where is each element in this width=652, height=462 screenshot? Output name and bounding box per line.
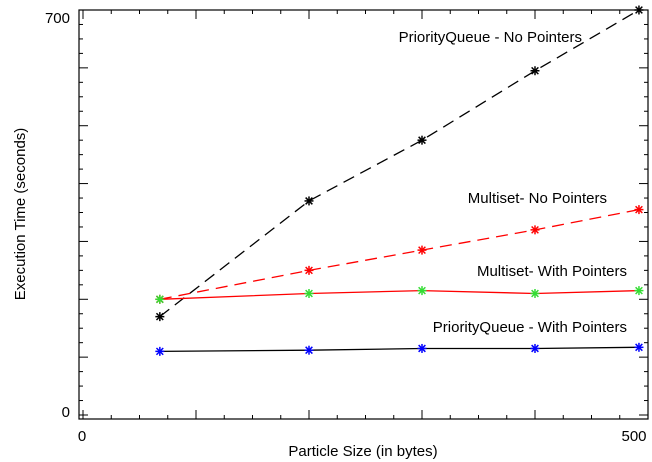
series-0-point-2 (417, 135, 427, 145)
axis-ticks (79, 9, 649, 419)
x-tick-label-0: 0 (78, 428, 86, 445)
series-1-point-4 (634, 205, 644, 215)
series-0-point-0 (155, 312, 165, 322)
series-0-point-1 (304, 196, 314, 206)
series-1-point-1 (304, 265, 314, 275)
y-axis-label: Execution Time (seconds) (12, 128, 29, 301)
plot-frame (78, 9, 649, 420)
series-2-point-2 (417, 286, 427, 296)
series-2-point-4 (634, 286, 644, 296)
x-axis-label: Particle Size (in bytes) (288, 443, 437, 460)
series-lines (159, 9, 640, 353)
series-line-0 (159, 9, 640, 318)
series-2-point-0 (155, 294, 165, 304)
series-label-priorityqueue-no-pointers: PriorityQueue - No Pointers (399, 29, 582, 46)
series-2-point-3 (530, 289, 540, 298)
y-tick-label-0: 0 (62, 404, 70, 421)
series-3-point-2 (417, 343, 427, 353)
y-tick-label-700: 700 (45, 10, 70, 27)
series-1-point-3 (530, 225, 540, 235)
series-2-point-1 (304, 289, 314, 298)
series-label-multiset-with-pointers: Multiset- With Pointers (477, 263, 627, 280)
series-3-point-3 (530, 343, 540, 353)
series-line-2 (159, 289, 640, 300)
series-3-point-4 (634, 342, 644, 352)
series-label-multiset-no-pointers: Multiset- No Pointers (468, 190, 607, 207)
series-3-point-0 (155, 346, 165, 356)
series-1-point-2 (417, 245, 427, 255)
x-tick-label-500: 500 (621, 428, 646, 445)
series-line-1 (159, 208, 640, 300)
series-0-point-3 (530, 66, 540, 76)
series-0-point-4 (634, 5, 644, 15)
series-markers (155, 5, 644, 356)
series-3-point-1 (304, 345, 314, 355)
series-line-3 (159, 346, 640, 353)
series-label-priorityqueue-with-pointers: PriorityQueue - With Pointers (433, 319, 627, 336)
